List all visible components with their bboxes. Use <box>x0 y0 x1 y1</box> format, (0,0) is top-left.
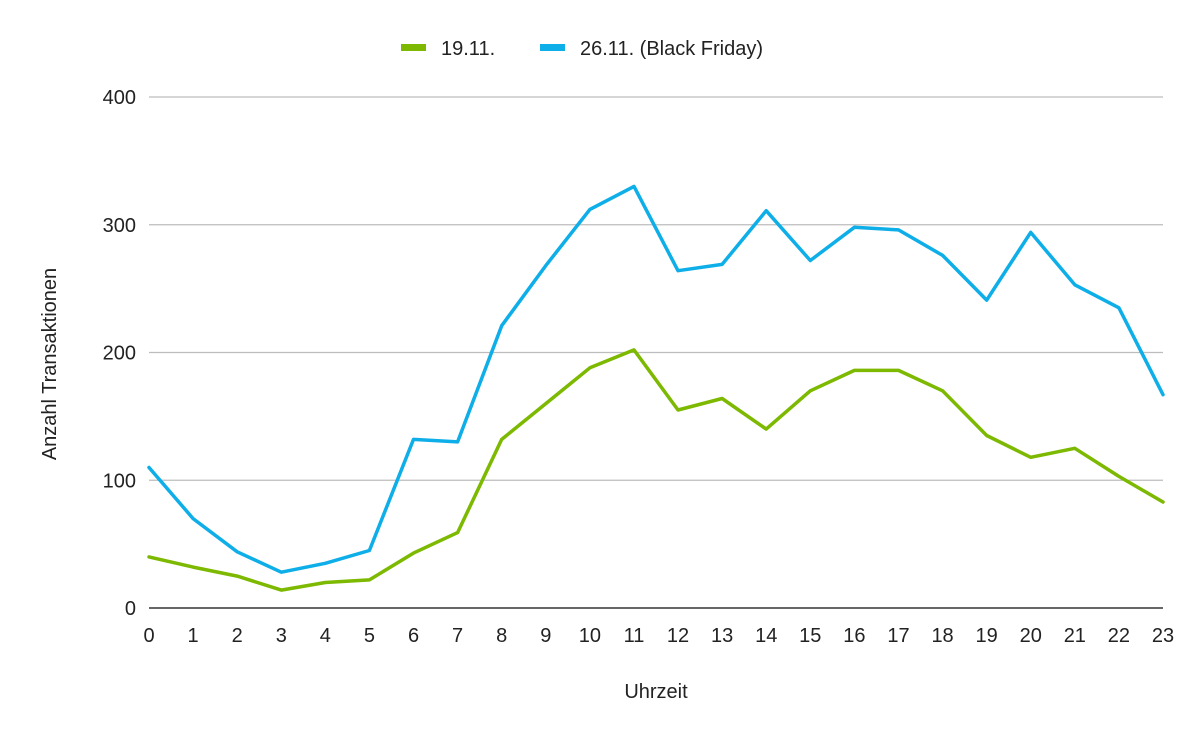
y-tick-label: 400 <box>103 87 136 109</box>
series-lines <box>147 184 1165 592</box>
x-tick-label: 13 <box>711 625 733 647</box>
y-axis-title: Anzahl Transaktionen <box>39 268 61 460</box>
x-tick-label: 1 <box>188 625 199 647</box>
y-tick-label: 300 <box>103 215 136 237</box>
x-tick-label: 0 <box>143 625 154 647</box>
x-tick-label: 20 <box>1020 625 1042 647</box>
x-tick-label: 22 <box>1108 625 1130 647</box>
x-tick-label: 11 <box>624 625 645 647</box>
x-tick-label: 5 <box>364 625 375 647</box>
x-axis-title: Uhrzeit <box>624 681 688 703</box>
legend-swatch <box>401 44 426 51</box>
x-tick-label: 2 <box>232 625 243 647</box>
x-tick-label: 17 <box>887 625 909 647</box>
y-tick-label: 200 <box>103 343 136 365</box>
x-axis-tick-labels: 0 1 2 3 4 5 6 7 8 9 10 11 12 13 14 15 16 17 18 19 20 21 22 23 <box>143 625 1174 647</box>
y-tick-label: 100 <box>103 470 136 492</box>
x-tick-label: 12 <box>667 625 689 647</box>
x-tick-label: 3 <box>276 625 287 647</box>
legend-label: 19.11. <box>441 38 495 60</box>
y-tick-label: 0 <box>125 598 136 620</box>
x-tick-label: 7 <box>452 625 463 647</box>
x-tick-label: 16 <box>843 625 865 647</box>
x-tick-label: 15 <box>799 625 821 647</box>
x-tick-label: 6 <box>408 625 419 647</box>
x-tick-label: 8 <box>496 625 507 647</box>
x-tick-label: 19 <box>976 625 998 647</box>
legend-swatch <box>540 44 565 51</box>
gridlines <box>149 96 1163 609</box>
x-tick-label: 9 <box>540 625 551 647</box>
x-tick-label: 10 <box>579 625 601 647</box>
x-tick-label: 4 <box>320 625 331 647</box>
x-tick-label: 18 <box>931 625 953 647</box>
x-tick-label: 23 <box>1152 625 1174 647</box>
x-tick-label: 21 <box>1064 625 1086 647</box>
y-axis-tick-labels: 0 100 200 300 400 <box>103 87 136 620</box>
series-line-2 <box>147 184 1165 574</box>
legend-label: 26.11. (Black Friday) <box>580 38 763 60</box>
x-tick-label: 14 <box>755 625 777 647</box>
legend: 19.11. 26.11. (Black Friday) <box>401 38 763 60</box>
series-line-1 <box>147 348 1165 592</box>
